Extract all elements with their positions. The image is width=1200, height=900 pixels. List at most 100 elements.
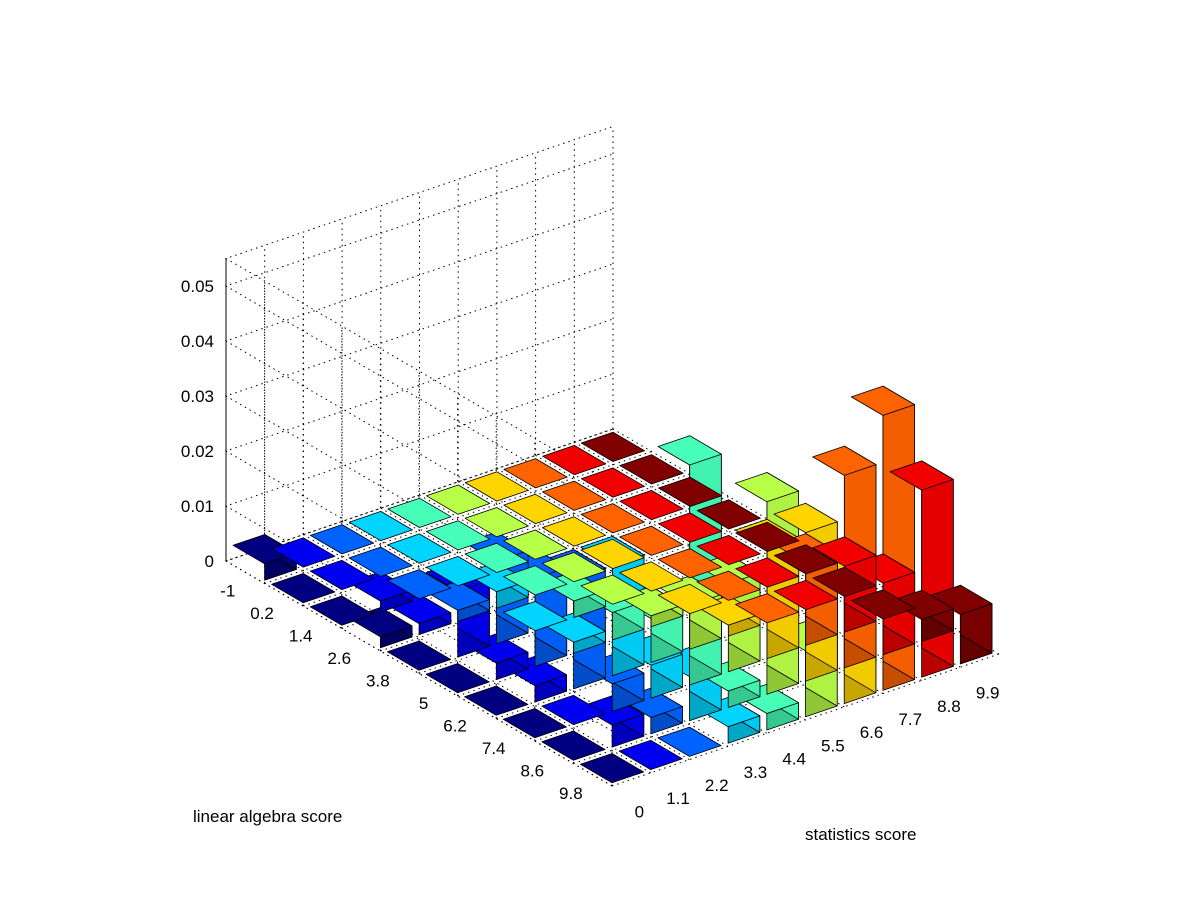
bar-top-face (541, 552, 606, 583)
bar-top-face (812, 536, 877, 567)
x-tick-label: 5.5 (821, 736, 845, 755)
bar-top-face (425, 663, 490, 694)
bars (232, 385, 993, 784)
bar-top-face (542, 516, 607, 547)
x-tick-label: 2.2 (705, 776, 729, 795)
x-tick-label: 0 (635, 802, 644, 821)
bar (387, 497, 452, 528)
bar-top-face (271, 537, 336, 568)
bar (309, 559, 375, 590)
bar-top-face (387, 497, 452, 528)
x-tick-label: 1.1 (666, 789, 690, 808)
bar-top-face (619, 561, 684, 592)
tick-labels: 0 0.01 0.02 0.03 0.04 0.05 0 1.1 2.2 3.3 4.4 5.5 6.6… (181, 277, 1000, 821)
bar (503, 458, 568, 489)
bar (309, 524, 375, 555)
bar (618, 739, 683, 770)
bar-top-face (464, 685, 529, 716)
bar-top-face (464, 507, 529, 538)
bar-top-face (850, 385, 915, 416)
bar (657, 583, 722, 614)
bar-top-face (619, 454, 684, 485)
bar-top-face (425, 520, 491, 551)
bar-top-face (503, 493, 568, 524)
bar-top-face (696, 499, 761, 530)
bar-top-face (696, 535, 761, 566)
bar-top-face (657, 548, 722, 579)
y-tick-label: 8.6 (520, 761, 544, 780)
y-tick-label: 1.4 (289, 626, 313, 645)
bar (502, 708, 567, 739)
bar-top-face (851, 589, 916, 620)
bar-top-face (696, 570, 761, 601)
y-tick-label: 5 (419, 694, 428, 713)
bar (464, 471, 529, 502)
bar (386, 640, 452, 671)
bar (773, 544, 838, 575)
bar-top-face (271, 573, 336, 604)
bar (735, 593, 800, 624)
bar (658, 476, 723, 507)
bar (542, 444, 607, 476)
bar (657, 548, 722, 579)
bar (387, 569, 452, 600)
bar-top-face (773, 502, 838, 533)
x-tick-label: 9.9 (976, 684, 1000, 703)
bar-top-face (658, 476, 723, 507)
bar-top-face (580, 431, 645, 462)
bar-top-face (464, 542, 529, 573)
bar (928, 584, 993, 665)
bar (580, 753, 645, 784)
bar (542, 516, 607, 547)
bar-top-face (502, 708, 567, 739)
bar (735, 557, 800, 588)
bar (619, 454, 684, 485)
bar-top-face (542, 480, 607, 511)
bar-top-face (657, 726, 722, 757)
bar (426, 484, 491, 515)
bar-top-face (735, 521, 800, 552)
bar (503, 601, 568, 632)
bar (889, 589, 954, 642)
bar-top-face (541, 694, 606, 725)
bar-top-face (503, 565, 568, 596)
bar (464, 685, 529, 716)
bar (503, 565, 568, 596)
bar (696, 535, 761, 566)
bar (348, 510, 413, 542)
bar-top-face (619, 525, 684, 556)
bar (696, 570, 761, 601)
bar (580, 467, 645, 498)
y-tick-label: 7.4 (482, 739, 506, 758)
bar (464, 542, 529, 573)
bar-top-face (387, 569, 452, 600)
x-tick-label: 3.3 (744, 763, 768, 782)
x-tick-label: 7.7 (898, 710, 922, 729)
z-tick-label: 0 (205, 552, 214, 571)
y-tick-label: 2.6 (327, 649, 351, 668)
bar-top-face (580, 503, 645, 534)
y-tick-label: -1 (220, 581, 235, 600)
bar-top-face (812, 566, 877, 597)
bar (425, 663, 490, 694)
bar (851, 589, 916, 620)
bar-top-face (580, 467, 645, 498)
bar (503, 529, 568, 560)
y-tick-label: 0.2 (250, 604, 274, 623)
y-tick-label: 3.8 (366, 671, 390, 690)
bar-top-face (348, 510, 413, 542)
bar-top-face (812, 445, 877, 476)
bar (348, 546, 413, 577)
bar (271, 537, 336, 568)
bar (542, 480, 607, 511)
bar (309, 595, 374, 626)
bar-top-face (773, 580, 838, 611)
bar-top-face (386, 640, 452, 671)
bar (735, 521, 800, 552)
bar (580, 503, 645, 534)
bar (580, 574, 645, 605)
bar (696, 499, 761, 530)
bar-top-face (580, 538, 645, 569)
bar-top-face (658, 512, 723, 543)
z-tick-label: 0.02 (181, 442, 214, 461)
